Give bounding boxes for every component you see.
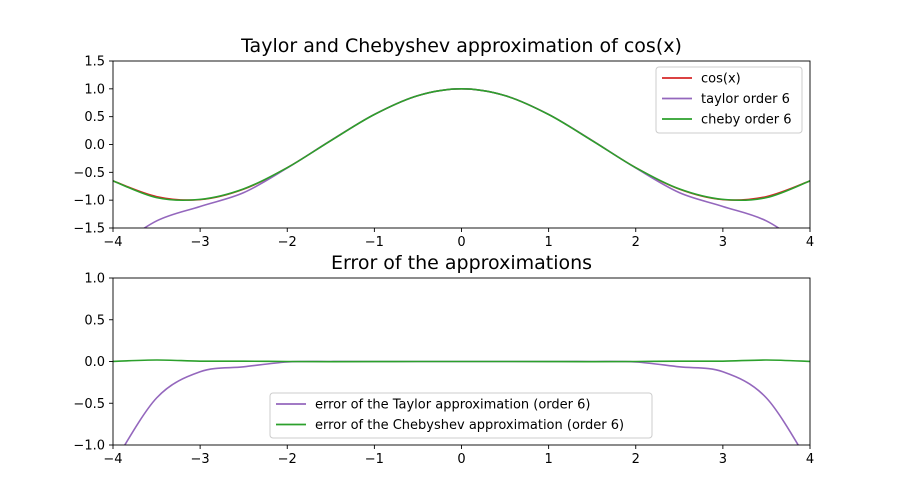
y-tick-label: 1.0 (84, 272, 105, 287)
y-tick-label: −1.0 (73, 439, 105, 454)
legend-label: error of the Taylor approximation (order… (315, 398, 591, 413)
y-tick-label: 0.0 (84, 138, 105, 153)
x-tick-label: 3 (719, 235, 727, 250)
series-line-cheby (113, 88, 810, 202)
x-tick-label: 2 (632, 452, 640, 467)
y-tick-label: 1.5 (84, 55, 105, 70)
x-tick-label: −4 (103, 452, 122, 467)
series-group (113, 88, 810, 228)
x-tick-label: 4 (806, 235, 814, 250)
chart-panel-1: Taylor and Chebyshev approximation of co… (73, 35, 814, 250)
x-tick-label: 1 (544, 235, 552, 250)
y-tick-label: 0.5 (84, 110, 105, 125)
x-tick-label: 2 (632, 235, 640, 250)
legend: cos(x) taylor order 6 cheby order 6 (655, 66, 803, 134)
x-tick-label: 3 (719, 452, 727, 467)
y-tick-label: −0.5 (73, 397, 105, 412)
y-tick-label: −1.0 (73, 194, 105, 209)
x-tick-label: −2 (278, 235, 297, 250)
x-tick-label: 0 (457, 235, 465, 250)
y-tick-label: 0.5 (84, 313, 105, 328)
x-tick-label: −3 (191, 452, 210, 467)
legend: error of the Taylor approximation (order… (269, 392, 653, 439)
y-tick-label: 0.0 (84, 355, 105, 370)
legend-label: cheby order 6 (701, 113, 792, 128)
legend-label: cos(x) (701, 72, 741, 87)
chart-title: Taylor and Chebyshev approximation of co… (240, 35, 682, 57)
legend-box (269, 392, 653, 439)
legend-label: taylor order 6 (701, 92, 790, 107)
x-tick-label: −1 (365, 235, 384, 250)
series-line-cheby (113, 359, 810, 363)
x-tick-label: −4 (103, 235, 122, 250)
legend-box (655, 66, 803, 134)
y-tick-label: −0.5 (73, 166, 105, 181)
chart-panel-2: Error of the approximations −4 −3 −2 −1 0 1 2 3 4… (73, 252, 814, 467)
x-tick-label: −1 (365, 452, 384, 467)
chart-title: Error of the approximations (331, 252, 592, 274)
x-tick-label: 0 (457, 452, 465, 467)
x-tick-label: −3 (191, 235, 210, 250)
y-tick-label: 1.0 (84, 82, 105, 97)
x-tick-label: 4 (806, 452, 814, 467)
y-tick-label: −1.5 (73, 222, 105, 237)
x-tick-label: 1 (544, 452, 552, 467)
series-group (113, 359, 810, 445)
x-tick-label: −2 (278, 452, 297, 467)
legend-label: error of the Chebyshev approximation (or… (315, 418, 624, 433)
